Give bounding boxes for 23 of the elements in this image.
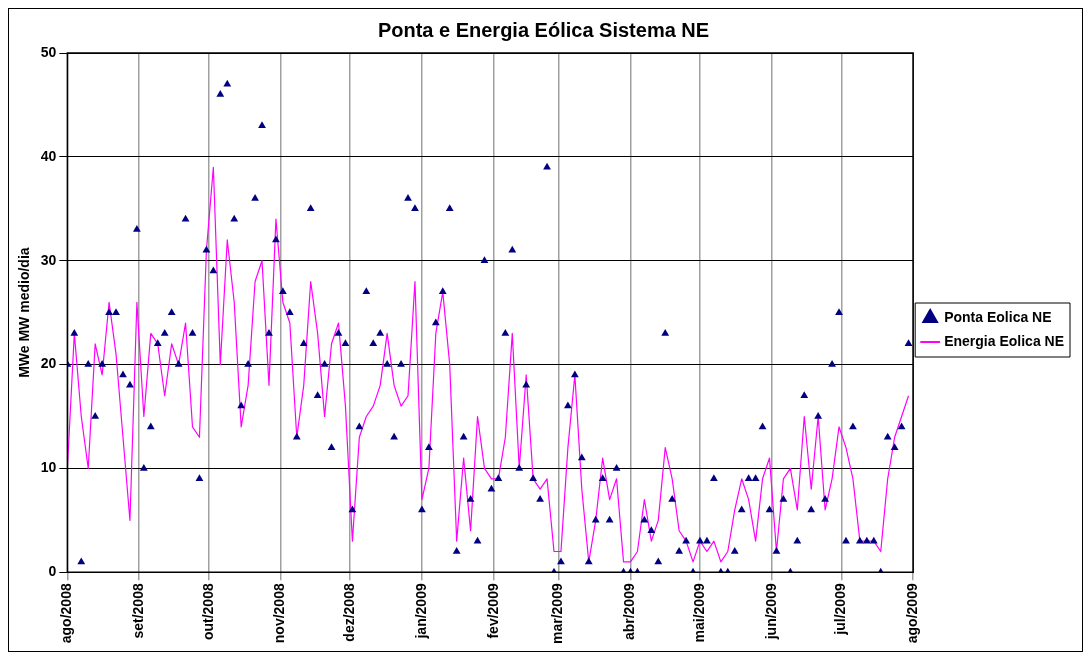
x-tick-label: jun/2009: [762, 583, 779, 641]
x-tick-label: abr/2009: [621, 583, 638, 641]
x-tick-label: ago/2008: [58, 583, 75, 644]
y-tick-label: 50: [40, 43, 57, 60]
y-tick-label: 0: [48, 563, 57, 580]
y-tick-label: 10: [40, 459, 57, 476]
legend-label: Energia Eolica NE: [944, 332, 1065, 349]
x-tick-label: jul/2009: [832, 583, 849, 636]
y-axis-title: MWe MW medio/dia: [16, 247, 33, 378]
y-tick-label: 20: [40, 355, 57, 372]
x-tick-label: out/2008: [199, 583, 216, 641]
y-tick-label: 30: [40, 251, 57, 268]
x-tick-label: ago/2009: [904, 583, 921, 644]
x-tick-label: mai/2009: [690, 583, 707, 643]
y-tick-label: 40: [40, 147, 57, 164]
chart-title: Ponta e Energia Eólica Sistema NE: [377, 18, 710, 41]
x-tick-label: nov/2008: [271, 583, 288, 644]
x-tick-label: set/2008: [130, 583, 147, 639]
x-tick-label: mar/2009: [549, 583, 566, 644]
x-tick-label: dez/2008: [340, 583, 357, 642]
x-tick-label: jan/2009: [412, 583, 429, 640]
x-tick-label: fev/2009: [484, 583, 501, 639]
legend-label: Ponta Eolica NE: [944, 308, 1052, 325]
